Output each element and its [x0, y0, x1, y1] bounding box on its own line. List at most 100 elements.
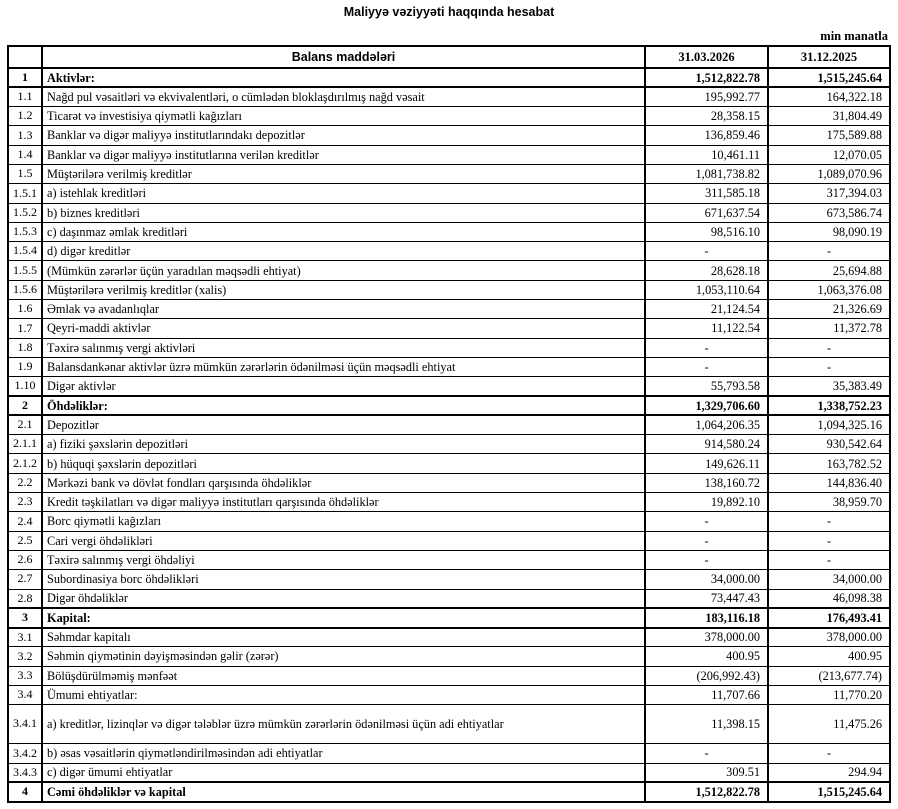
row-label: a) kreditlər, lizinqlər və digər tələblə…	[41, 704, 646, 745]
row-label: Subordinasiya borc öhdəlikləri	[41, 569, 646, 590]
table-row: 3.1 Səhmdar kapitalı 378,000.00 378,000.00	[7, 627, 891, 648]
row-value: 38,959.70	[767, 492, 891, 513]
row-label: d) digər kreditlər	[41, 241, 646, 262]
row-number: 2.1	[7, 414, 43, 436]
row-label: Banklar və digər maliyyə institutlarında…	[41, 125, 646, 146]
row-value: 21,326.69	[767, 299, 891, 320]
row-value: 1,094,325.16	[767, 414, 891, 436]
row-value: 1,063,376.08	[767, 279, 891, 301]
row-value: 73,447.43	[644, 588, 769, 609]
row-label: b) əsas vəsaitlərin qiymətləndirilməsind…	[41, 743, 646, 764]
row-value: 28,628.18	[644, 260, 769, 281]
row-number: 3.4	[7, 684, 43, 706]
row-value: 1,512,822.78	[644, 781, 769, 803]
row-number: 2.5	[7, 530, 43, 551]
row-number: 1.5	[7, 163, 43, 185]
row-label: c) digər ümumi ehtiyatlar	[41, 762, 646, 783]
table-row: 3.4.3 c) digər ümumi ehtiyatlar 309.51 294.…	[7, 762, 891, 783]
row-value: 11,707.66	[644, 684, 769, 706]
row-label: Borc qiymətli kağızları	[41, 511, 646, 532]
table-row: 1.5.2 b) biznes kreditləri 671,637.54 673,5…	[7, 202, 891, 223]
row-value: 55,793.58	[644, 376, 769, 397]
page-title: Maliyyə vəziyyəti haqqında hesabat	[343, 5, 555, 19]
row-label: Qeyri-maddi aktivlər	[41, 318, 646, 339]
row-value: (206,992.43)	[644, 665, 769, 687]
row-value: 378,000.00	[767, 627, 891, 648]
row-value: 138,160.72	[644, 472, 769, 494]
row-label: Balansdankənar aktivlər üzrə mümkün zərə…	[41, 356, 646, 378]
row-value: 1,053,110.64	[644, 279, 769, 301]
row-value: 1,338,752.23	[767, 395, 891, 417]
row-value: 317,394.03	[767, 183, 891, 204]
header-period-2: 31.12.2025	[767, 45, 891, 69]
row-value: 673,586.74	[767, 202, 891, 223]
row-label: Səhmdar kapitalı	[41, 627, 646, 648]
row-value: -	[767, 530, 891, 551]
row-value: 10,461.11	[644, 144, 769, 165]
row-value: 28,358.15	[644, 106, 769, 127]
row-value: 1,064,206.35	[644, 414, 769, 436]
row-label: Səhmin qiymətinin dəyişməsindən gəlir (z…	[41, 646, 646, 667]
table-row: 1.6 Əmlak və avadanlıqlar 21,124.54 21,326.…	[7, 299, 891, 320]
row-number: 2.2	[7, 472, 43, 494]
row-label: Kredit təşkilatları və digər maliyyə ins…	[41, 492, 646, 513]
row-number: 1.8	[7, 337, 43, 358]
row-value: 11,372.78	[767, 318, 891, 339]
row-number: 2.6	[7, 549, 43, 571]
row-value: 98,090.19	[767, 221, 891, 243]
row-value: 309.51	[644, 762, 769, 783]
row-value: -	[644, 743, 769, 764]
row-value: -	[767, 337, 891, 358]
row-label: Ticarət və investisiya qiymətli kağızlar…	[41, 106, 646, 127]
row-value: 31,804.49	[767, 106, 891, 127]
row-value: 136,859.46	[644, 125, 769, 146]
row-value: 19,892.10	[644, 492, 769, 513]
row-number: 3.3	[7, 665, 43, 687]
header-number-cell	[7, 45, 43, 69]
row-value: 195,992.77	[644, 86, 769, 108]
row-number: 2	[7, 395, 43, 417]
row-number: 3.2	[7, 646, 43, 667]
row-value: -	[767, 356, 891, 378]
row-value: 21,124.54	[644, 299, 769, 320]
table-row: 2 Öhdəliklər: 1,329,706.60 1,338,752.23	[7, 395, 891, 417]
row-value: 163,782.52	[767, 453, 891, 474]
table-row: 1.7 Qeyri-maddi aktivlər 11,122.54 11,372.7…	[7, 318, 891, 339]
row-label: c) daşınmaz əmlak kreditləri	[41, 221, 646, 243]
row-number: 1.2	[7, 106, 43, 127]
row-value: 46,098.38	[767, 588, 891, 609]
row-label: b) hüquqi şəxslərin depozitləri	[41, 453, 646, 474]
balance-sheet-table: Balans maddələri 31.03.2026 31.12.2025 1…	[7, 45, 891, 803]
row-number: 1.9	[7, 356, 43, 378]
row-value: 11,770.20	[767, 684, 891, 706]
row-value: 34,000.00	[767, 569, 891, 590]
table-row: 1.8 Təxirə salınmış vergi aktivləri - -	[7, 337, 891, 358]
row-label: (Mümkün zərərlər üçün yaradılan məqsədli…	[41, 260, 646, 281]
row-value: 914,580.24	[644, 434, 769, 455]
row-value: 164,322.18	[767, 86, 891, 108]
table-row: 1.5.6 Müştərilərə verilmiş kreditlər (xal…	[7, 279, 891, 301]
row-number: 2.1.2	[7, 453, 43, 474]
row-label: Mərkəzi bank və dövlət fondları qarşısın…	[41, 472, 646, 494]
row-value: -	[644, 337, 769, 358]
unit-note: min manatla	[820, 29, 888, 43]
row-label: Depozitlər	[41, 414, 646, 436]
table-row: 1.5.3 c) daşınmaz əmlak kreditləri 98,516.…	[7, 221, 891, 243]
row-label: Digər aktivlər	[41, 376, 646, 397]
row-label: Banklar və digər maliyyə institutlarına …	[41, 144, 646, 165]
row-label: Təxirə salınmış vergi öhdəliyi	[41, 549, 646, 571]
row-value: 175,589.88	[767, 125, 891, 146]
row-number: 1.5.2	[7, 202, 43, 223]
table-row: 2.6 Təxirə salınmış vergi öhdəliyi - -	[7, 549, 891, 571]
row-label: a) istehlak kreditləri	[41, 183, 646, 204]
row-label: Öhdəliklər:	[41, 395, 646, 417]
table-row: 1.2 Ticarət və investisiya qiymətli kağız…	[7, 106, 891, 127]
row-label: Təxirə salınmış vergi aktivləri	[41, 337, 646, 358]
row-value: 12,070.05	[767, 144, 891, 165]
row-number: 1.10	[7, 376, 43, 397]
table-row: 1.5 Müştərilərə verilmiş kreditlər 1,081,7…	[7, 163, 891, 185]
row-label: Bölüşdürülməmiş mənfəət	[41, 665, 646, 687]
row-value: 149,626.11	[644, 453, 769, 474]
row-value: 34,000.00	[644, 569, 769, 590]
row-value: -	[767, 241, 891, 262]
